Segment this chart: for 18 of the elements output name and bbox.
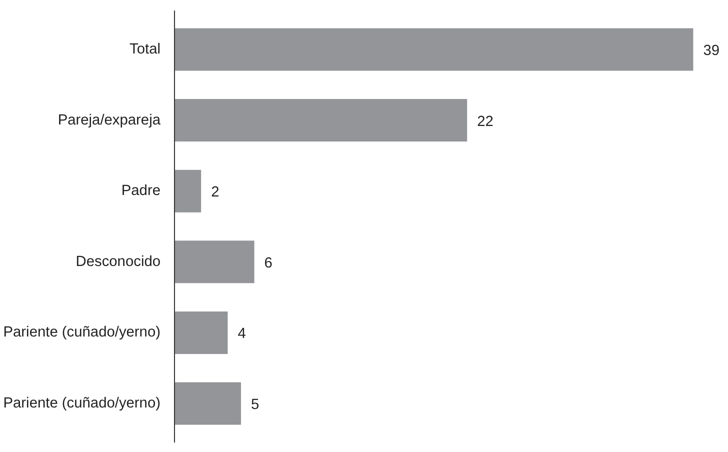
y-tick-label: Pariente (cuñado/yerno)	[3, 324, 161, 341]
y-tick-label: Padre	[121, 183, 161, 200]
bar	[174, 99, 468, 142]
data-label: 39	[703, 42, 720, 59]
bar	[174, 28, 694, 71]
y-tick-label: Total	[130, 41, 161, 58]
bar	[174, 382, 242, 425]
bar	[174, 240, 254, 284]
bar	[174, 170, 202, 212]
data-label: 2	[211, 184, 220, 201]
data-label: 22	[477, 114, 494, 130]
bar	[174, 311, 228, 354]
data-label: 6	[264, 255, 272, 272]
data-label: 4	[238, 326, 246, 342]
y-tick-label: Pareja/expareja	[58, 112, 162, 128]
y-tick-label: Pariente (cuñado/yerno)	[3, 396, 161, 412]
data-label: 5	[251, 397, 260, 414]
y-tick-label: Desconocido	[76, 254, 161, 270]
